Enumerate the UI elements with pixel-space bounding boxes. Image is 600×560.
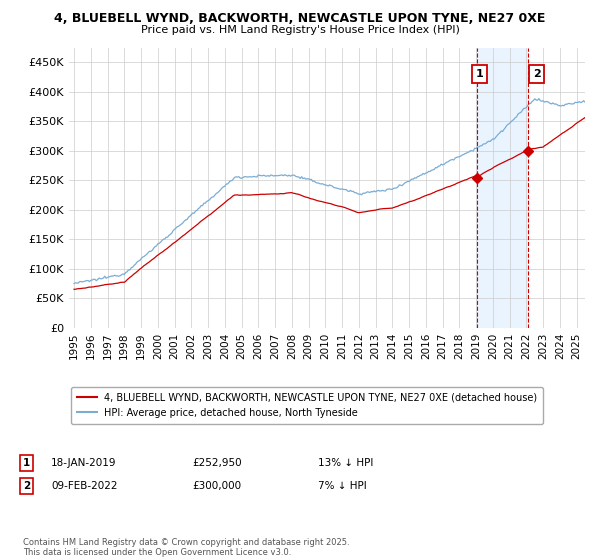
Legend: 4, BLUEBELL WYND, BACKWORTH, NEWCASTLE UPON TYNE, NE27 0XE (detached house), HPI: 4, BLUEBELL WYND, BACKWORTH, NEWCASTLE U… [71,387,543,423]
Text: 7% ↓ HPI: 7% ↓ HPI [318,481,367,491]
Text: 2: 2 [23,481,30,491]
Bar [477,48,528,328]
Text: £252,950: £252,950 [192,458,242,468]
Text: 09-FEB-2022: 09-FEB-2022 [51,481,118,491]
Text: 13% ↓ HPI: 13% ↓ HPI [318,458,373,468]
Text: 2: 2 [533,69,541,79]
Text: £300,000: £300,000 [192,481,241,491]
Text: 1: 1 [476,69,484,79]
Text: Price paid vs. HM Land Registry's House Price Index (HPI): Price paid vs. HM Land Registry's House … [140,25,460,35]
Text: Contains HM Land Registry data © Crown copyright and database right 2025.
This d: Contains HM Land Registry data © Crown c… [23,538,349,557]
Text: 18-JAN-2019: 18-JAN-2019 [51,458,116,468]
Text: 4, BLUEBELL WYND, BACKWORTH, NEWCASTLE UPON TYNE, NE27 0XE: 4, BLUEBELL WYND, BACKWORTH, NEWCASTLE U… [55,12,545,25]
Text: 1: 1 [23,458,30,468]
